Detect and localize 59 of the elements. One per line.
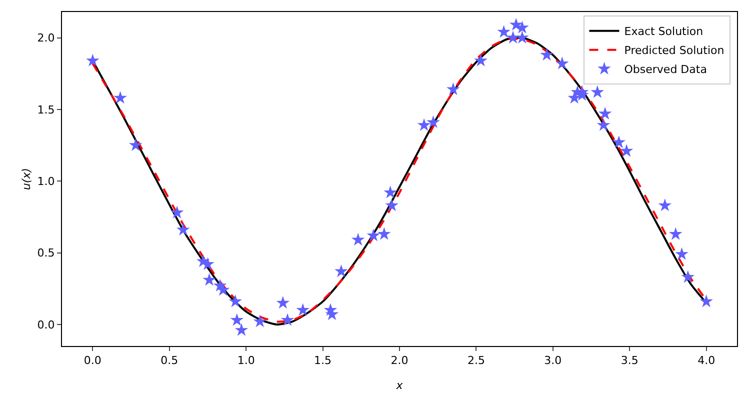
point: [516, 30, 529, 44]
legend-label: Observed Data: [624, 63, 707, 76]
legend-label: Exact Solution: [624, 25, 704, 38]
point: [280, 313, 294, 326]
point: [234, 323, 248, 336]
point: [620, 144, 634, 157]
y-tick-label: 0.5: [37, 246, 55, 260]
point: [590, 85, 604, 98]
point: [114, 91, 127, 104]
point: [658, 198, 672, 212]
x-tick-label: 2.5: [467, 354, 485, 368]
point: [296, 303, 310, 316]
x-axis-title: x: [395, 379, 404, 392]
point: [86, 54, 100, 66]
point: [176, 222, 190, 236]
point: [446, 82, 460, 96]
x-tick-label: 3.5: [620, 354, 638, 368]
x-tick-label: 0.0: [84, 354, 102, 368]
point: [596, 118, 610, 131]
point: [555, 56, 569, 70]
point: [417, 118, 431, 131]
point: [612, 135, 626, 148]
point: [334, 264, 348, 278]
x-tick-label: 0.5: [160, 354, 178, 368]
point: [681, 270, 695, 283]
point: [325, 307, 339, 320]
x-tick-label: 3.0: [544, 354, 562, 368]
point: [506, 30, 520, 44]
point: [540, 48, 554, 61]
point: [474, 54, 488, 66]
point: [426, 115, 440, 128]
point: [385, 198, 398, 212]
point: [128, 138, 142, 151]
point: [700, 294, 713, 308]
point: [216, 283, 230, 296]
x-tick-label: 2.0: [390, 354, 408, 368]
x-tick-label: 1.5: [314, 354, 332, 368]
point: [378, 227, 391, 240]
point: [230, 313, 244, 326]
point: [384, 186, 397, 198]
x-tick-label: 4.0: [698, 354, 716, 368]
point: [675, 247, 688, 260]
point: [351, 232, 365, 246]
y-tick-label: 1.5: [37, 103, 55, 116]
point: [170, 206, 184, 218]
y-tick-label: 0.0: [37, 318, 55, 332]
point: [276, 296, 290, 309]
legend-label: Predicted Solution: [624, 44, 724, 58]
y-axis-title: u(x): [20, 168, 33, 190]
point: [228, 294, 242, 308]
point: [202, 273, 216, 286]
point: [668, 227, 682, 240]
point: [366, 228, 380, 242]
point: [598, 106, 612, 120]
y-tick-label: 2.0: [37, 32, 55, 45]
y-tick-label: 1.0: [37, 175, 55, 188]
point: [497, 25, 510, 38]
x-tick-label: 1.0: [237, 354, 255, 368]
point: [253, 314, 267, 328]
